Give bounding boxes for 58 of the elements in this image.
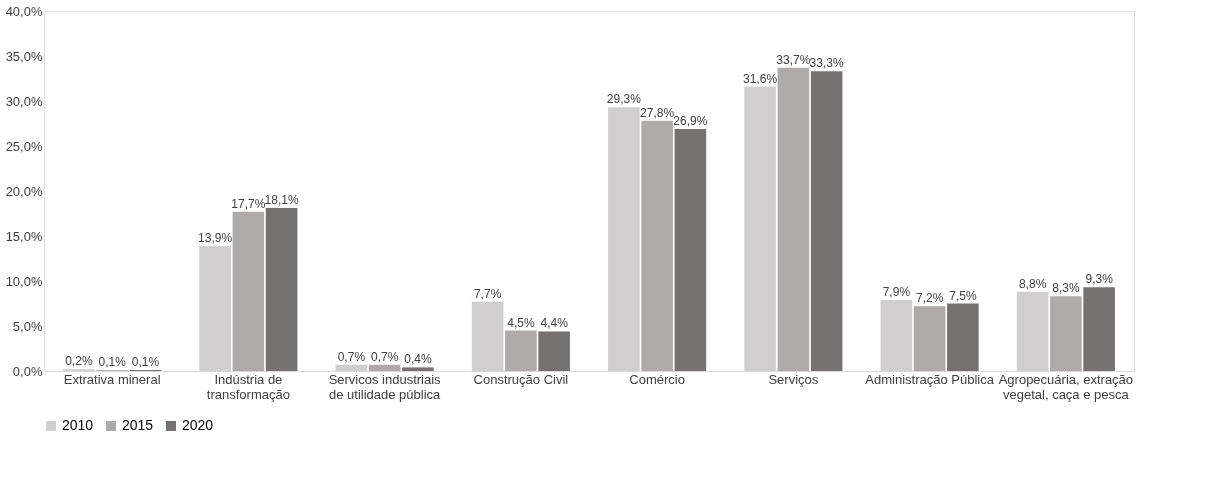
data-label: 7,2% xyxy=(915,291,944,306)
data-label: 7,9% xyxy=(882,284,911,299)
bar xyxy=(232,211,265,371)
y-tick-label: 20,0% xyxy=(5,183,43,199)
x-tick-label: Extrativa mineral xyxy=(63,371,161,387)
legend-label: 2020 xyxy=(182,417,214,433)
data-label: 31,6% xyxy=(743,71,778,86)
legend-label: 2015 xyxy=(122,417,154,433)
bar xyxy=(1083,287,1115,371)
x-tick-label: Servicos industriais de utilidade pública xyxy=(328,371,442,402)
bar xyxy=(265,208,298,371)
data-label: 4,4% xyxy=(540,316,569,331)
bar xyxy=(641,120,673,371)
data-label: 18,1% xyxy=(264,193,299,208)
data-label: 0,4% xyxy=(404,352,432,367)
bar xyxy=(810,71,843,371)
bar xyxy=(505,330,537,371)
y-tick-label: 0,0% xyxy=(12,363,43,379)
data-label: 0,7% xyxy=(370,349,399,364)
x-tick-label: Construção Civil xyxy=(473,371,569,387)
bar xyxy=(674,128,707,371)
data-label: 33,3% xyxy=(809,56,844,71)
y-tick-label: 25,0% xyxy=(5,138,43,154)
y-tick-label: 35,0% xyxy=(5,48,43,64)
data-label: 26,9% xyxy=(673,113,708,128)
bar xyxy=(402,367,434,371)
x-tick-label: Comércio xyxy=(629,371,685,387)
y-tick-label: 40,0% xyxy=(5,3,43,19)
bar xyxy=(947,303,979,371)
y-tick-label: 10,0% xyxy=(5,273,43,289)
bar xyxy=(913,306,946,371)
data-label: 13,9% xyxy=(198,230,233,245)
data-label: 17,7% xyxy=(231,196,266,211)
data-label: 0,2% xyxy=(65,354,93,369)
legend-label: 2010 xyxy=(62,417,94,433)
data-label: 0,1% xyxy=(98,355,127,370)
data-label: 7,7% xyxy=(473,286,502,301)
y-tick-label: 15,0% xyxy=(5,228,43,244)
data-label: 7,5% xyxy=(949,288,977,303)
bar xyxy=(368,364,401,371)
bar xyxy=(538,331,570,371)
data-label: 8,8% xyxy=(1018,276,1047,291)
x-tick-label: Administração Pública xyxy=(865,371,995,387)
data-label: 8,3% xyxy=(1052,281,1080,296)
data-label: 0,1% xyxy=(131,355,160,370)
data-label: 29,3% xyxy=(606,92,642,107)
x-tick-label: Serviços xyxy=(768,371,819,387)
data-label: 4,5% xyxy=(507,315,535,330)
data-label: 9,3% xyxy=(1085,272,1114,287)
data-label: 0,7% xyxy=(337,349,366,364)
data-label: 33,7% xyxy=(776,52,811,67)
y-tick-label: 30,0% xyxy=(5,93,43,109)
y-tick-label: 5,0% xyxy=(12,318,43,334)
x-tick-label: Agropecuária, extração vegetal, caça e pesca xyxy=(998,371,1134,402)
data-label: 27,8% xyxy=(640,105,675,120)
bar xyxy=(1050,296,1082,371)
x-tick-label: Indústria de transformação xyxy=(206,371,290,402)
bar xyxy=(777,67,810,371)
